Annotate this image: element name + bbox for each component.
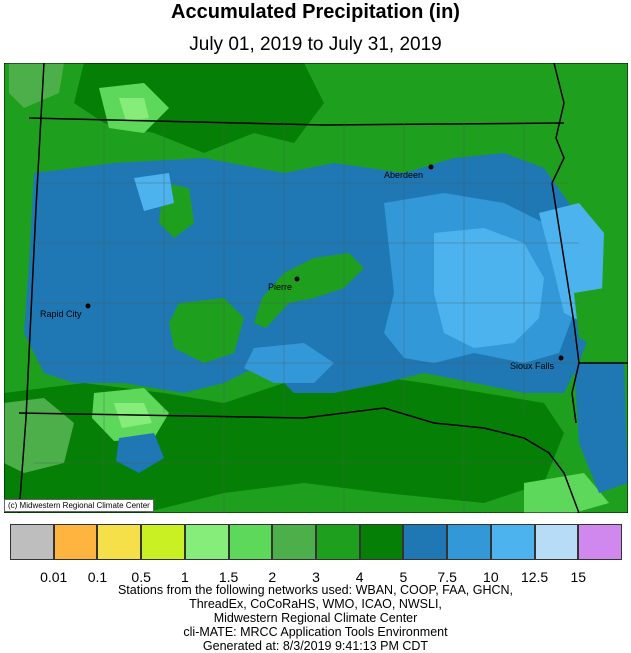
city-dot-pierre (294, 276, 300, 282)
legend-swatch (534, 524, 579, 560)
legend-swatch (97, 524, 142, 560)
mid-green-nw (9, 63, 64, 108)
legend-tick-label: 0.1 (87, 569, 108, 585)
credit-label: (c) Midwestern Regional Climate Center (4, 499, 154, 512)
legend-tick-label: 0.5 (131, 569, 151, 585)
lighter-green-north (119, 98, 149, 121)
footer-line-4: cli-MATE: MRCC Application Tools Environ… (183, 625, 448, 639)
legend-tick-label: 7.5 (437, 569, 457, 585)
legend-swatch (53, 524, 98, 560)
map-subtitle: July 01, 2019 to July 31, 2019 (189, 34, 442, 55)
legend-swatch (316, 524, 360, 560)
wy-boundary (18, 63, 45, 513)
green-band-pierre (254, 253, 364, 328)
legend-tick-label: 5 (399, 569, 408, 585)
city-label-sioux-falls: Sioux Falls (510, 361, 555, 371)
legend-swatch (10, 524, 54, 560)
county-lines (34, 123, 579, 513)
footer-line-5: Generated at: 8/3/2019 9:41:13 PM CDT (202, 639, 429, 653)
legend-tick-label: 2 (268, 569, 277, 585)
legend-bar (10, 524, 622, 562)
legend-swatch (184, 524, 229, 560)
green-patch-east (574, 288, 614, 348)
footer-line-2: ThreadEx, CoCoRaHS, WMO, ICAO, NWSLI, (189, 597, 442, 611)
legend-swatch (403, 524, 448, 560)
blue-patch-se (574, 363, 628, 493)
legend-tick-label: 10 (483, 569, 499, 585)
sd-ne-boundary (18, 407, 580, 513)
legend-tick-label: 0.01 (40, 569, 68, 585)
legend-swatch (272, 524, 316, 560)
city-dot-sioux-falls (558, 355, 564, 361)
city-dot-aberdeen (428, 164, 434, 170)
city-markers: Aberdeen Pierre Rapid City Sioux Falls (40, 164, 564, 371)
map-title: Accumulated Precipitation (in) (171, 1, 460, 23)
city-dot-rapid-city (85, 303, 91, 309)
legend-swatch (490, 524, 535, 560)
city-label-aberdeen: Aberdeen (384, 170, 423, 180)
legend-tick-label: 1.5 (218, 569, 239, 585)
legend-swatch (141, 524, 185, 560)
nd-sd-boundary (28, 117, 565, 126)
legend-tick-label: 4 (355, 569, 364, 585)
legend-tick-label: 1 (180, 569, 189, 585)
legend-tick-label: 15 (570, 569, 587, 585)
legend-swatch (228, 524, 273, 560)
city-label-pierre: Pierre (268, 282, 292, 292)
mid-green-sw (4, 398, 74, 473)
legend-swatch (578, 524, 622, 560)
region-12_5in (434, 228, 544, 348)
city-label-rapid-city: Rapid City (40, 309, 82, 319)
light-green-se (524, 473, 609, 513)
legend-tick-label: 3 (312, 569, 320, 585)
precipitation-map: Aberdeen Pierre Rapid City Sioux Falls (4, 63, 628, 513)
legend-swatch (447, 524, 491, 560)
legend-swatch (359, 524, 404, 560)
footer-line-1: Stations from the following networks use… (117, 583, 514, 597)
footer-notes: Stations from the following networks use… (0, 583, 631, 653)
green-patch-west (169, 298, 244, 363)
footer-line-3: Midwestern Regional Climate Center (213, 611, 418, 625)
legend-tick-label: 12.5 (520, 569, 549, 585)
